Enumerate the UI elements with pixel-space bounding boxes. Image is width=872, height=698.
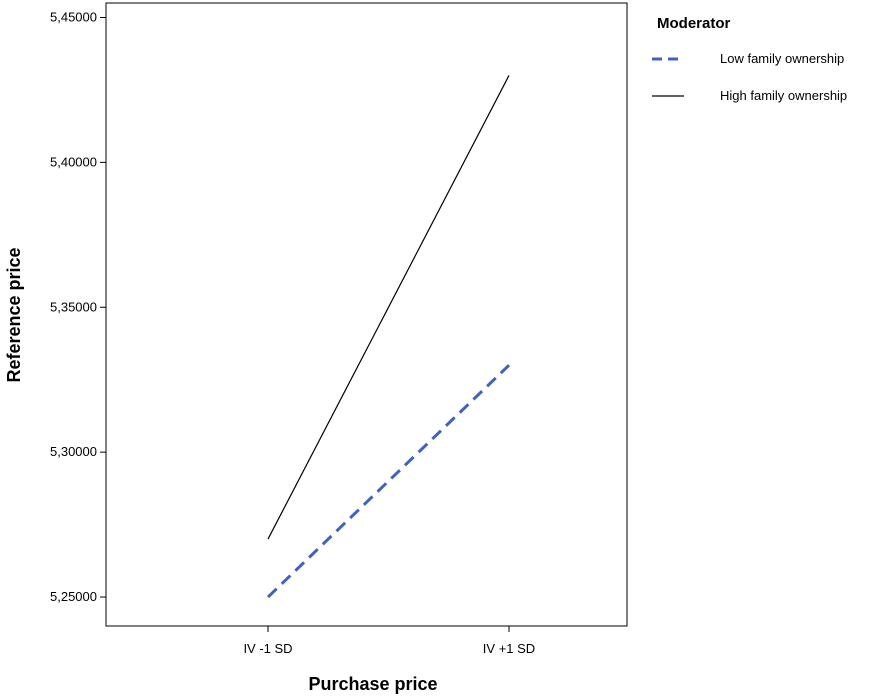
x-axis-title: Purchase price — [308, 674, 437, 694]
y-tick-label: 5,40000 — [50, 154, 97, 169]
series-line — [266, 364, 511, 599]
series-group — [266, 75, 511, 599]
x-axis: IV -1 SD IV +1 SD — [243, 626, 535, 656]
y-tick-label: 5,25000 — [50, 589, 97, 604]
plot-area — [105, 2, 628, 627]
legend-label: High family ownership — [720, 88, 847, 103]
x-tick-label: IV -1 SD — [243, 641, 292, 656]
y-tick-label: 5,35000 — [50, 299, 97, 314]
legend: Moderator Low family ownership High famil… — [652, 15, 847, 103]
x-tick-label: IV +1 SD — [483, 641, 535, 656]
y-axis: 5,25000 5,30000 5,35000 5,40000 5,45000 — [50, 9, 106, 604]
y-axis-title: Reference price — [4, 247, 24, 382]
legend-title: Moderator — [657, 15, 731, 32]
y-tick-label: 5,45000 — [50, 9, 97, 24]
y-tick-label: 5,30000 — [50, 444, 97, 459]
legend-label: Low family ownership — [720, 51, 844, 66]
series-line — [267, 75, 510, 540]
